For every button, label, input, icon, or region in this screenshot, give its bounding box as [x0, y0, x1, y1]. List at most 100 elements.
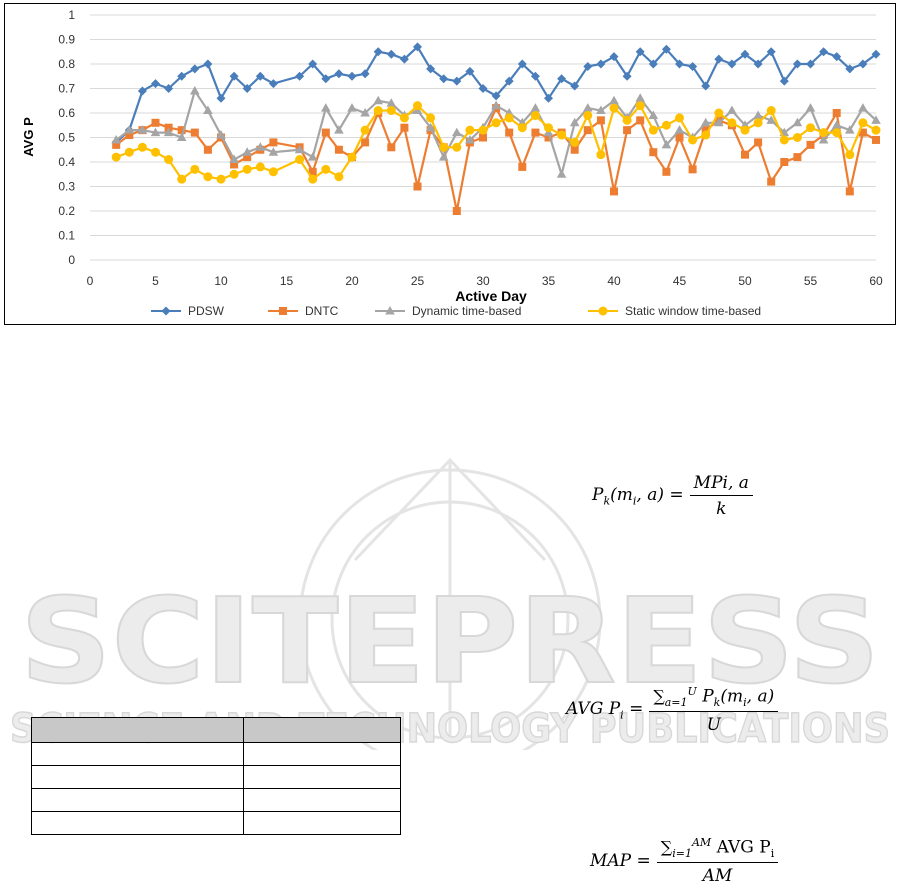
data-point	[399, 113, 409, 123]
data-point	[688, 135, 698, 145]
data-point	[517, 59, 527, 69]
data-point	[479, 133, 487, 142]
x-tick-label: 10	[214, 274, 228, 288]
data-point	[544, 133, 553, 142]
data-point	[609, 103, 619, 113]
y-tick-label: 0.3	[58, 180, 75, 194]
legend-item: DNTC	[268, 304, 339, 318]
x-tick-label: 5	[152, 274, 159, 288]
data-point	[648, 125, 658, 135]
data-point	[347, 152, 357, 162]
data-point	[504, 76, 514, 86]
data-point	[662, 167, 671, 176]
data-point	[386, 98, 397, 107]
chart-frame: 0 0.1 0.2 0.3 0.4 0.5 0.6 0.7 0.8 0.9 1 0 5 10 15 20 25 3…	[4, 3, 896, 325]
data-point	[622, 71, 632, 81]
data-point	[137, 86, 147, 96]
data-point	[740, 49, 750, 59]
data-point	[557, 130, 567, 140]
data-point	[832, 109, 841, 117]
data-point	[387, 143, 396, 152]
data-point	[334, 145, 343, 154]
data-point	[819, 47, 829, 57]
data-point	[635, 101, 645, 111]
series-line	[115, 104, 877, 181]
data-point	[439, 74, 449, 84]
data-point	[610, 187, 618, 196]
data-point	[216, 130, 226, 139]
eq-avg-fraction: ∑a=1U Pk(mi, a) U	[649, 685, 779, 735]
data-point	[530, 103, 541, 112]
y-tick-label: 0	[68, 253, 75, 267]
data-point	[334, 69, 344, 79]
data-point	[661, 120, 671, 130]
y-tick-label: 0.4	[58, 155, 75, 169]
data-point	[753, 118, 763, 128]
data-point	[177, 71, 187, 81]
table-cell	[31, 788, 244, 812]
data-point	[452, 142, 462, 152]
data-point	[295, 155, 305, 165]
data-point	[570, 145, 579, 154]
data-point	[596, 150, 606, 160]
data-point	[871, 125, 881, 135]
x-tick-label: 55	[804, 274, 818, 288]
data-point	[609, 95, 619, 105]
data-point	[871, 49, 881, 59]
data-point	[190, 85, 200, 95]
data-point	[177, 126, 186, 135]
data-point	[674, 125, 685, 134]
data-point	[805, 103, 816, 112]
data-point	[491, 118, 501, 128]
table-cell	[31, 811, 244, 835]
data-point	[741, 150, 749, 159]
data-point	[190, 64, 200, 74]
data-point	[321, 164, 331, 174]
data-point	[806, 123, 815, 133]
data-point	[243, 153, 252, 162]
data-point	[347, 71, 357, 81]
data-point	[465, 125, 475, 135]
data-point	[530, 110, 540, 120]
data-point	[714, 54, 724, 64]
y-tick-label: 0.5	[58, 131, 75, 145]
data-point	[583, 103, 593, 112]
data-point	[570, 137, 580, 147]
data-point	[714, 117, 724, 127]
legend-label: Static window time-based	[625, 304, 761, 318]
x-tick-label: 40	[607, 274, 621, 288]
data-point	[413, 42, 422, 52]
data-point	[793, 153, 802, 162]
data-point	[373, 106, 383, 116]
data-point	[413, 182, 422, 191]
eq-avg-lhs: AVG Pi =	[566, 698, 644, 722]
data-point	[295, 71, 305, 81]
results-table	[31, 717, 401, 835]
data-point	[858, 128, 867, 137]
axes: 00.10.20.30.40.50.60.70.80.910 5 10 15 20 25 3…	[58, 8, 883, 288]
data-point	[268, 79, 278, 89]
legend-item: Dynamic time-based	[375, 304, 521, 318]
data-point	[426, 64, 436, 74]
data-point	[229, 154, 239, 164]
data-point	[413, 101, 422, 111]
legend-label: DNTC	[305, 304, 339, 318]
data-point	[636, 116, 645, 125]
data-point	[845, 64, 855, 74]
y-tick-label: 1	[68, 8, 75, 22]
data-point	[792, 133, 802, 142]
data-point	[623, 126, 632, 135]
data-point	[872, 135, 880, 144]
data-point	[452, 76, 462, 86]
table-cell	[243, 717, 401, 743]
data-point	[478, 125, 488, 135]
data-point	[163, 127, 174, 137]
data-point	[688, 165, 697, 174]
data-point	[831, 120, 842, 129]
data-point	[347, 103, 357, 112]
data-point	[544, 123, 553, 133]
legend: PDSW DNTC Dynamic time-based Static window …	[151, 304, 761, 318]
data-point	[360, 108, 370, 117]
table-cell	[31, 717, 244, 743]
data-point	[766, 106, 776, 116]
